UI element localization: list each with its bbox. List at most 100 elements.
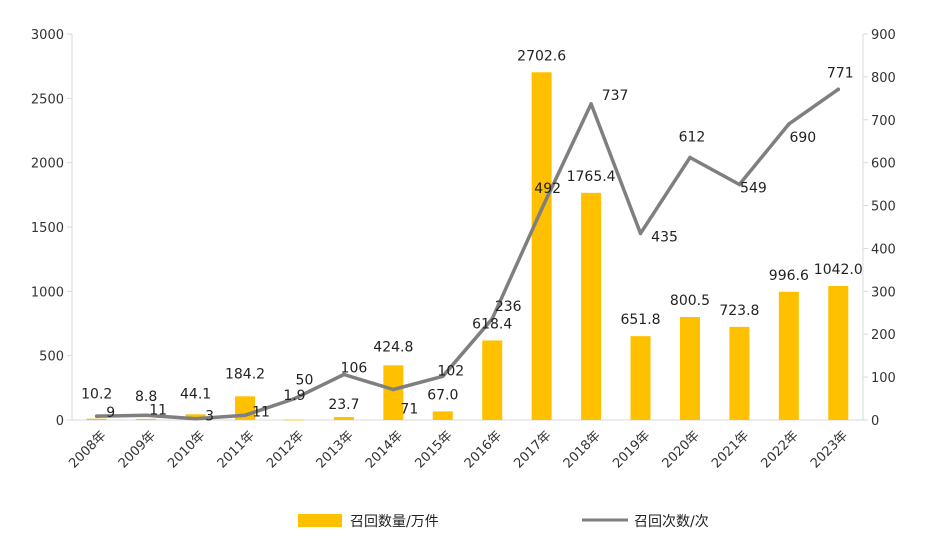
- x-tick-label: 2014年: [363, 428, 406, 471]
- bar-data-label: 1765.4: [567, 169, 616, 185]
- line-point: [391, 387, 396, 392]
- bar: [333, 416, 354, 420]
- bar: [581, 192, 602, 420]
- bar: [482, 340, 503, 420]
- line-point: [440, 374, 445, 379]
- right-tick-label: 100: [871, 371, 896, 386]
- x-tick-label: 2022年: [758, 428, 801, 471]
- line-data-label: 737: [602, 88, 629, 104]
- x-tick-label: 2021年: [709, 428, 752, 471]
- bar-data-label: 184.2: [225, 366, 265, 382]
- line-data-label: 690: [789, 130, 816, 146]
- x-tick-label: 2023年: [808, 428, 851, 471]
- right-tick-label: 200: [871, 328, 896, 343]
- line-data-label: 549: [740, 181, 767, 197]
- left-tick-label: 3000: [31, 28, 64, 43]
- legend-label-line: 召回次数/次: [634, 514, 709, 530]
- line-data-label: 11: [252, 404, 270, 420]
- bar-data-label: 1042.0: [814, 262, 863, 278]
- bar: [679, 317, 700, 420]
- line-point: [836, 87, 841, 92]
- bar-data-label: 723.8: [719, 303, 759, 319]
- line-series: [94, 87, 841, 421]
- x-tick-label: 2010年: [165, 428, 208, 471]
- bar: [136, 418, 157, 420]
- line-point: [638, 231, 643, 236]
- line-point: [787, 122, 791, 126]
- right-tick-label: 700: [871, 114, 896, 129]
- right-tick-label: 300: [871, 285, 896, 300]
- line-point: [193, 416, 198, 421]
- line-data-label: 50: [296, 373, 314, 389]
- line-data-label: 492: [534, 181, 561, 197]
- bar: [630, 336, 651, 420]
- left-tick-label: 2000: [31, 157, 64, 172]
- legend-label-bar: 召回数量/万件: [350, 514, 439, 530]
- x-tick-label: 2008年: [66, 428, 109, 471]
- left-tick-label: 1000: [31, 285, 64, 300]
- bar: [531, 72, 552, 420]
- bar-data-label: 618.4: [472, 316, 512, 332]
- bar: [284, 419, 305, 421]
- x-tick-label: 2011年: [215, 428, 258, 471]
- line-point: [589, 102, 593, 106]
- x-tick-label: 2016年: [462, 428, 505, 471]
- x-tick-label: 2020年: [660, 428, 703, 471]
- line-data-label: 9: [106, 405, 115, 421]
- right-tick-label: 400: [871, 242, 896, 257]
- line-data-label: 236: [495, 299, 522, 315]
- line-data-label: 612: [679, 130, 706, 146]
- right-tick-label: 500: [871, 200, 896, 215]
- bar-data-label: 44.1: [180, 386, 211, 402]
- legend: 召回数量/万件 召回次数/次: [298, 514, 709, 530]
- line-point: [688, 155, 692, 160]
- bar: [828, 285, 849, 420]
- bar-data-label: 10.2: [81, 387, 112, 403]
- right-tick-label: 800: [871, 71, 896, 86]
- bar-data-label: 67.0: [427, 387, 458, 403]
- bar: [729, 326, 750, 420]
- line-data-label: 11: [149, 402, 167, 418]
- bar: [383, 365, 404, 420]
- line-data-label: 771: [827, 65, 854, 81]
- x-tick-label: 2018年: [561, 428, 604, 471]
- plot-area: 0 500 1000 1500 2000 2500 3000 0 100 200 300 400 500…: [31, 28, 896, 471]
- bar-data-label: 23.7: [328, 397, 359, 413]
- line-point: [342, 372, 346, 377]
- line-point: [94, 414, 99, 418]
- bar-data-label: 2702.6: [517, 48, 566, 64]
- bar-data-label: 1.9: [283, 388, 305, 404]
- bar-data-label: 8.8: [135, 389, 157, 405]
- line-point: [292, 396, 297, 401]
- bar-data-label: 424.8: [373, 339, 413, 355]
- line-point: [243, 413, 247, 418]
- x-tick-label: 2015年: [412, 428, 455, 471]
- legend-swatch-bar: [298, 514, 342, 527]
- right-tick-label: 0: [871, 414, 879, 429]
- bar: [778, 291, 799, 420]
- line-data-label: 106: [341, 361, 368, 377]
- bar: [432, 411, 453, 420]
- line-point: [737, 182, 742, 187]
- bar-data-label: 800.5: [670, 293, 710, 309]
- x-tick-label: 2019年: [610, 428, 653, 471]
- line-point: [144, 413, 148, 418]
- bar-data-label: 996.6: [769, 268, 809, 284]
- left-tick-label: 2500: [31, 92, 64, 107]
- line-point: [490, 316, 495, 321]
- x-tick-label: 2012年: [264, 428, 307, 471]
- x-tick-label: 2009年: [116, 428, 159, 471]
- right-tick-label: 600: [871, 157, 896, 172]
- bar-data-label: 651.8: [620, 312, 660, 328]
- line-data-label: 3: [205, 409, 214, 425]
- bar: [86, 418, 107, 420]
- line-point: [539, 207, 544, 211]
- left-tick-label: 0: [56, 414, 64, 429]
- left-tick-label: 500: [39, 350, 64, 365]
- line-data-label: 435: [651, 229, 678, 245]
- line-data-label: 102: [437, 363, 464, 379]
- x-tick-label: 2013年: [314, 428, 357, 471]
- right-tick-label: 900: [871, 28, 896, 43]
- x-tick-label: 2017年: [511, 428, 554, 471]
